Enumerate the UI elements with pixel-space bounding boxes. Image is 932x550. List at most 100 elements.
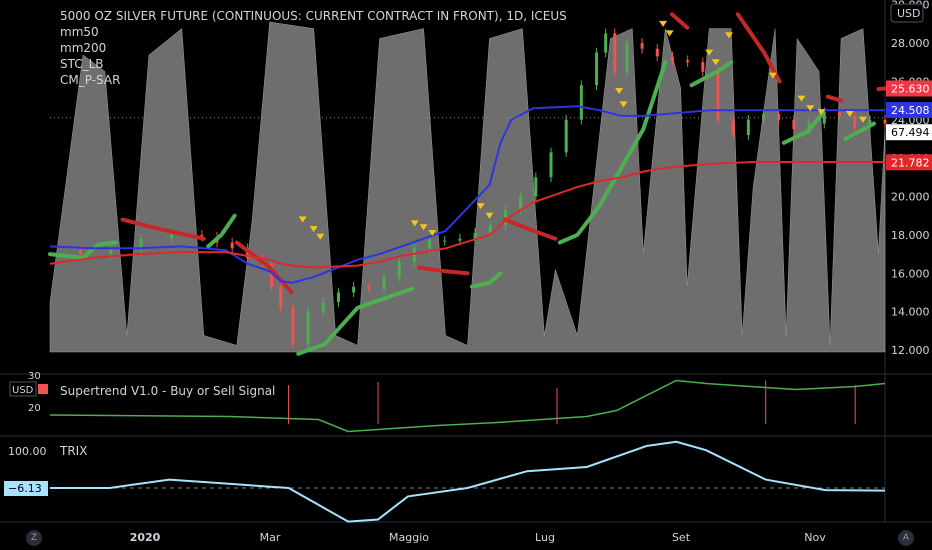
psar-segment <box>48 240 118 260</box>
trix-value-tag-bg <box>4 481 48 496</box>
supertrend-title[interactable]: Supertrend V1.0 - Buy or Sell Signal <box>60 384 276 398</box>
signal-marker <box>298 216 307 223</box>
candle-body <box>625 43 629 72</box>
psar-segment <box>296 286 415 356</box>
trix-line <box>50 440 886 523</box>
candle-body <box>321 302 325 312</box>
signal-marker <box>419 224 428 231</box>
candle-body <box>291 307 295 345</box>
candle-body <box>883 119 887 124</box>
candle-body <box>352 286 356 293</box>
candle-body <box>306 311 310 345</box>
psar-segment <box>417 265 470 276</box>
mm50-price-tag: 24.508 <box>891 104 930 117</box>
candle-body <box>837 112 841 116</box>
x-axis-label: Mar <box>260 531 281 544</box>
candle-body <box>230 242 234 249</box>
psar-segment <box>843 121 876 141</box>
y-tick-label: 12.000 <box>891 344 930 357</box>
currency-label: USD <box>897 7 921 20</box>
x-axis-label: Set <box>672 531 691 544</box>
candle-body <box>604 33 608 53</box>
candle-body <box>564 119 568 153</box>
signal-marker <box>615 87 624 94</box>
candle-body <box>701 62 705 72</box>
candle-body <box>731 119 735 136</box>
signal-marker <box>845 110 854 117</box>
candle-body <box>443 240 447 242</box>
signal-marker <box>806 105 815 112</box>
chart-legend: 5000 OZ SILVER FUTURE (CONTINUOUS: CURRE… <box>60 8 567 88</box>
signal-marker <box>724 32 733 39</box>
currency-button <box>890 3 924 23</box>
candle-body <box>792 119 796 130</box>
signal-marker <box>428 229 437 236</box>
candle-body <box>139 238 143 249</box>
trix-value-tag: −6.13 <box>8 482 42 495</box>
candle-body <box>412 248 416 262</box>
x-axis-label: Nov <box>804 531 826 544</box>
trix-tick: 100.00 <box>8 445 47 458</box>
psar-segment <box>469 271 503 289</box>
psar-segment <box>669 12 690 30</box>
x-axis-label: Lug <box>535 531 555 544</box>
trix-title[interactable]: TRIX <box>60 444 88 458</box>
x-axis-label: 2020 <box>130 531 161 544</box>
panel2-tick: 30 <box>28 371 41 382</box>
y-tick-label: 20.000 <box>891 191 930 204</box>
candle-body <box>336 292 340 303</box>
candle-body <box>595 52 599 86</box>
candle-body <box>746 119 750 136</box>
candle-body <box>807 123 811 130</box>
psar-segment <box>781 110 826 145</box>
signal-marker <box>659 20 668 27</box>
panel2-color-swatch <box>38 384 48 394</box>
signal-marker <box>485 212 494 219</box>
psar-segment <box>502 217 558 241</box>
y-tick-label: 16.000 <box>891 267 930 280</box>
signal-marker <box>859 116 868 123</box>
panel2-tick: 20 <box>28 403 41 414</box>
psar-segment <box>120 217 206 241</box>
auto-scale-button[interactable]: A <box>898 530 914 546</box>
psar-segment <box>689 60 734 88</box>
candle-body <box>397 261 401 278</box>
y-tick-label: 28.000 <box>891 37 930 50</box>
candle-body <box>382 277 386 289</box>
timezone-button-left[interactable]: Z <box>26 530 42 546</box>
candle-body <box>822 112 826 124</box>
signal-marker <box>316 233 325 240</box>
candle-body <box>488 225 492 233</box>
candle-body <box>169 234 173 239</box>
y-tick-label: 14.000 <box>891 306 930 319</box>
mm50-line <box>49 105 885 284</box>
signal-marker <box>665 30 674 37</box>
legend-psar[interactable]: CM_P-SAR <box>60 73 121 87</box>
stc-area <box>49 21 886 353</box>
y-tick-label: 18.000 <box>891 229 930 242</box>
candle-body <box>655 48 659 57</box>
candle-body <box>270 263 274 287</box>
candle-body <box>762 113 766 120</box>
stc-value-tag-bg <box>886 124 932 141</box>
candle-body <box>473 232 477 239</box>
legend-mm50[interactable]: mm50 <box>60 25 99 39</box>
candle-body <box>245 248 249 258</box>
signal-marker <box>619 101 628 108</box>
candle-body <box>200 234 204 237</box>
signal-marker <box>797 95 806 102</box>
signal-marker <box>768 72 777 79</box>
psar-price-tag-bg <box>886 80 932 97</box>
candle-body <box>109 248 113 255</box>
legend-stc[interactable]: STC_LB <box>60 57 104 71</box>
signal-marker <box>817 109 826 116</box>
mm200-price-tag: 21.782 <box>891 156 930 169</box>
signal-marker <box>711 59 720 66</box>
mm200-price-tag-bg <box>886 154 932 171</box>
candle-body <box>777 113 781 120</box>
candle-body <box>716 71 720 120</box>
legend-mm200[interactable]: mm200 <box>60 41 107 55</box>
stc-value-tag: 67.494 <box>891 126 930 139</box>
psar-segment <box>825 94 844 103</box>
